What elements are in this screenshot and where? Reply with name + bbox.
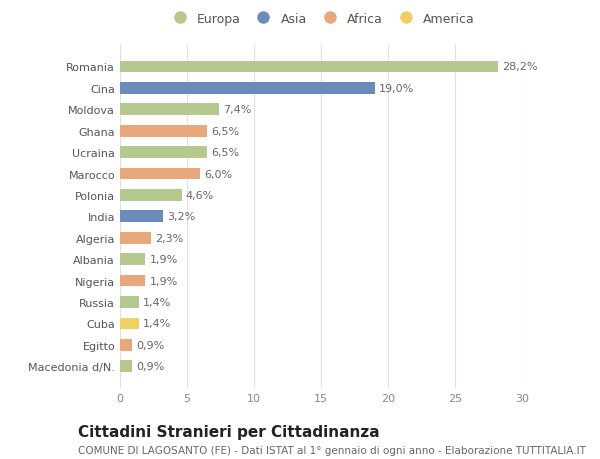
Bar: [120, 126, 207, 137]
Text: 2,3%: 2,3%: [155, 233, 183, 243]
Text: COMUNE DI LAGOSANTO (FE) - Dati ISTAT al 1° gennaio di ogni anno - Elaborazione : COMUNE DI LAGOSANTO (FE) - Dati ISTAT al…: [78, 445, 586, 455]
Text: 7,4%: 7,4%: [223, 105, 251, 115]
Bar: [120, 62, 498, 73]
Text: 1,9%: 1,9%: [149, 276, 178, 286]
Bar: [120, 339, 132, 351]
Bar: [120, 104, 219, 116]
Text: 1,9%: 1,9%: [149, 255, 178, 264]
Bar: [120, 211, 163, 223]
Bar: [120, 275, 145, 287]
Bar: [120, 147, 207, 159]
Text: 1,4%: 1,4%: [143, 319, 171, 329]
Text: 28,2%: 28,2%: [502, 62, 538, 73]
Text: Cittadini Stranieri per Cittadinanza: Cittadini Stranieri per Cittadinanza: [78, 425, 380, 440]
Bar: [120, 83, 374, 95]
Bar: [120, 254, 145, 265]
Legend: Europa, Asia, Africa, America: Europa, Asia, Africa, America: [167, 13, 475, 26]
Bar: [120, 361, 132, 372]
Text: 6,5%: 6,5%: [211, 148, 239, 158]
Text: 6,5%: 6,5%: [211, 126, 239, 136]
Bar: [120, 190, 182, 202]
Bar: [120, 232, 151, 244]
Text: 3,2%: 3,2%: [167, 212, 195, 222]
Text: 6,0%: 6,0%: [205, 169, 233, 179]
Bar: [120, 168, 200, 180]
Bar: [120, 297, 139, 308]
Text: 4,6%: 4,6%: [185, 190, 214, 201]
Text: 19,0%: 19,0%: [379, 84, 414, 94]
Text: 0,9%: 0,9%: [136, 340, 164, 350]
Text: 1,4%: 1,4%: [143, 297, 171, 308]
Bar: [120, 318, 139, 330]
Text: 0,9%: 0,9%: [136, 361, 164, 371]
